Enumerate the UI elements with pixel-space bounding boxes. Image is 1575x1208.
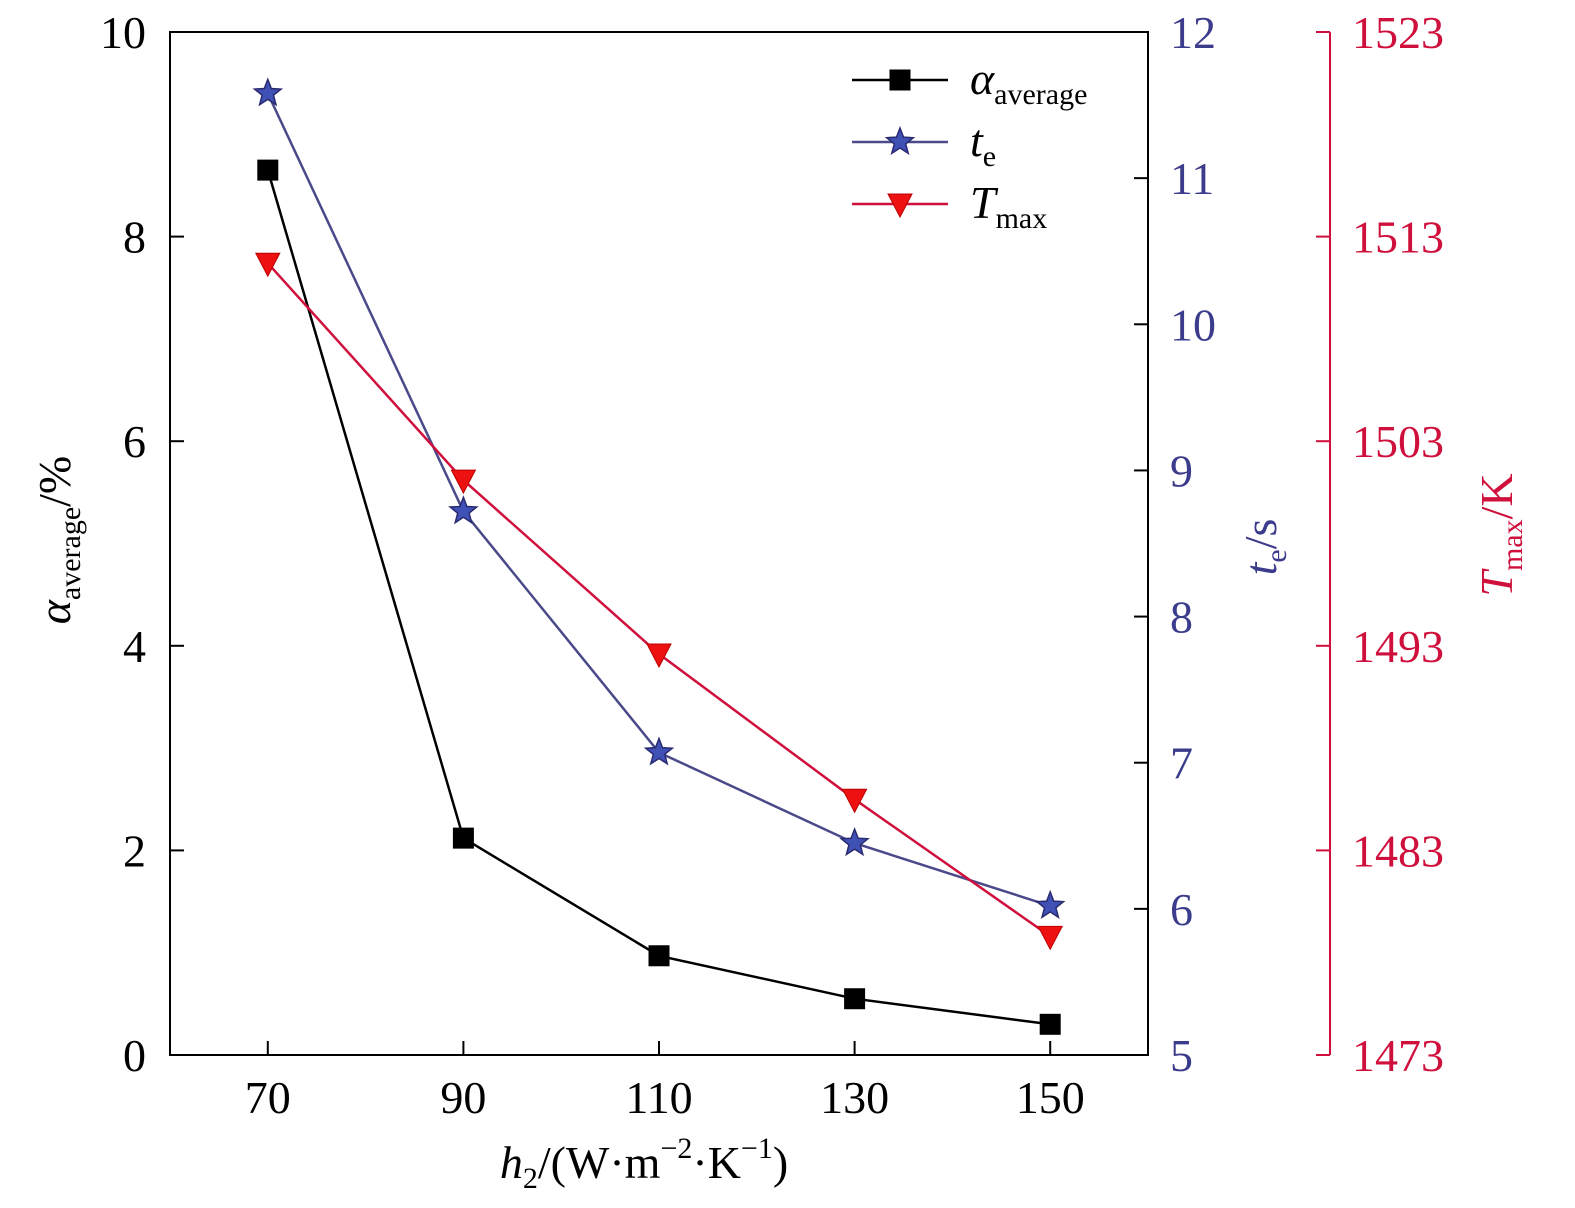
data-point — [254, 252, 281, 278]
x-tick-label: 110 — [625, 1072, 692, 1123]
legend-label: te — [970, 115, 996, 173]
te-tick-label: 5 — [1170, 1030, 1193, 1081]
te-tick-label: 10 — [1170, 299, 1216, 350]
te-tick-label: 9 — [1170, 445, 1193, 496]
te-tick-label: 11 — [1170, 153, 1214, 204]
data-point — [1039, 1013, 1061, 1035]
x-axis-title: h2/(W·m−2·K−1) — [500, 1132, 788, 1195]
data-point — [844, 988, 866, 1010]
te-tick-label: 8 — [1170, 592, 1193, 643]
te-tick-label: 12 — [1170, 7, 1216, 58]
left-tick-label: 10 — [100, 7, 146, 58]
legend-label: αaverage — [970, 53, 1087, 111]
series-line — [266, 92, 1051, 908]
data-point — [643, 736, 675, 766]
data-point — [450, 469, 477, 495]
left-axis-title: αaverage/% — [29, 456, 87, 625]
tmax-tick-label: 1493 — [1352, 621, 1444, 672]
series-line — [266, 262, 1051, 938]
tmax-y-axis: 1473 1483 1493 1503 1513 1523 — [1316, 7, 1444, 1081]
tmax-axis-title: Tmax/K — [1471, 473, 1529, 596]
data-point — [646, 643, 672, 669]
series-2 — [254, 252, 1064, 951]
x-tick-label: 90 — [440, 1072, 486, 1123]
data-point — [839, 827, 870, 857]
te-axis-title: te/s — [1235, 519, 1293, 576]
series-layer — [252, 77, 1066, 1035]
tmax-tick-label: 1513 — [1352, 212, 1444, 263]
data-point — [648, 945, 670, 967]
left-tick-label: 8 — [123, 212, 146, 263]
tmax-tick-label: 1483 — [1352, 825, 1444, 876]
legend-marker — [884, 125, 916, 155]
left-tick-label: 4 — [123, 621, 146, 672]
legend-marker — [889, 69, 911, 91]
data-point — [252, 77, 284, 107]
data-point — [257, 159, 279, 181]
data-point — [448, 495, 479, 525]
left-tick-label: 2 — [123, 825, 146, 876]
left-tick-label: 0 — [123, 1030, 146, 1081]
x-tick-label: 130 — [820, 1072, 889, 1123]
legend-entry: te — [852, 115, 996, 173]
tmax-tick-label: 1473 — [1352, 1030, 1444, 1081]
axis-titles: h2/(W·m−2·K−1) αaverage/% te/s Tmax/K — [29, 456, 1529, 1195]
left-y-axis: 0 2 4 6 8 10 — [100, 7, 184, 1081]
te-tick-label: 7 — [1170, 738, 1193, 789]
legend-marker — [887, 193, 913, 219]
series-1 — [252, 77, 1066, 920]
data-point — [1034, 889, 1066, 920]
series-line — [266, 169, 1051, 1026]
x-axis: 70 90 110 130 150 — [245, 1041, 1085, 1123]
x-tick-label: 70 — [245, 1072, 291, 1123]
x-tick-label: 150 — [1016, 1072, 1085, 1123]
tmax-tick-label: 1503 — [1352, 416, 1444, 467]
data-point — [841, 788, 868, 814]
legend-entry: αaverage — [852, 53, 1087, 111]
te-tick-label: 6 — [1170, 884, 1193, 935]
data-point — [452, 827, 474, 849]
te-y-axis: 5 6 7 8 9 10 11 12 — [1134, 7, 1216, 1081]
series-0 — [257, 159, 1061, 1035]
legend-entry: Tmax — [852, 177, 1047, 235]
legend-label: Tmax — [970, 177, 1047, 235]
left-tick-label: 6 — [123, 416, 146, 467]
tmax-tick-label: 1523 — [1352, 7, 1444, 58]
data-point — [1037, 925, 1064, 951]
